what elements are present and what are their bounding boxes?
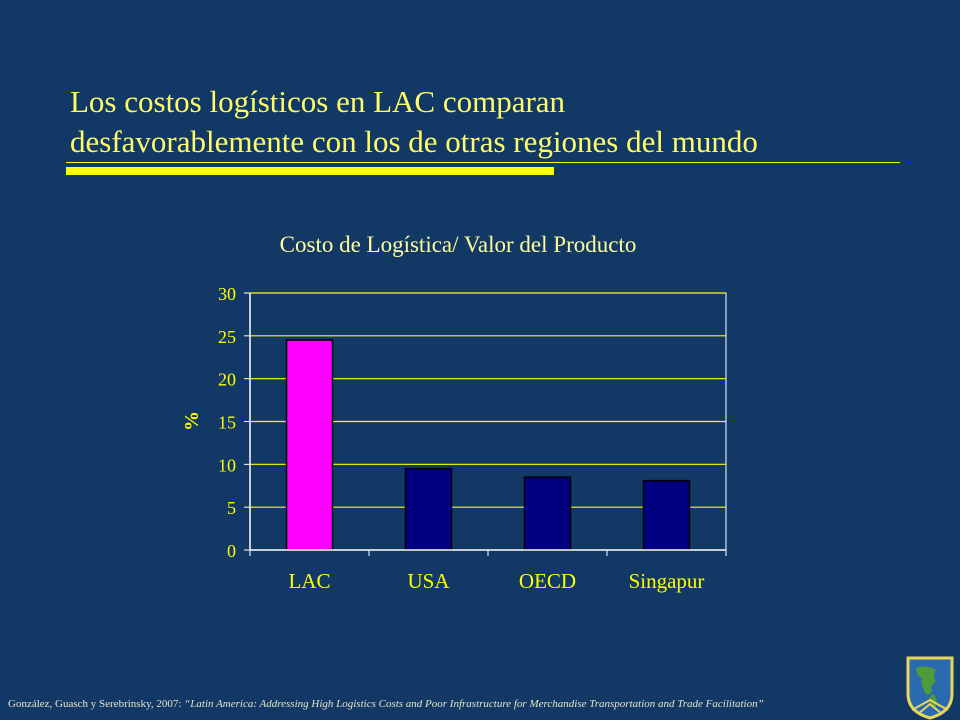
americas-globe-logo <box>906 656 954 720</box>
citation-authors: González, Guasch y Serebrinsky, 2007: <box>8 698 185 710</box>
bar-oecd <box>523 476 572 551</box>
y-tick-label: 10 <box>218 455 236 475</box>
slide-title-line-1: Los costos logísticos en LAC comparan <box>70 84 566 119</box>
title-underline-thick <box>66 167 554 175</box>
title-underline-thin <box>66 162 900 163</box>
y-tick-label: 0 <box>227 541 236 561</box>
bar-usa <box>404 467 453 551</box>
axes <box>244 292 727 556</box>
slide-title: Los costos logísticos en LAC comparan de… <box>70 82 930 162</box>
x-tick-label: OECD <box>519 569 576 593</box>
bars <box>285 339 691 551</box>
slide-title-line-2: desfavorablemente con los de otras regio… <box>70 124 758 159</box>
y-tick-label: 5 <box>227 498 236 518</box>
source-citation: González, Guasch y Serebrinsky, 2007: “L… <box>8 698 948 710</box>
x-tick-label: Singapur <box>629 569 705 593</box>
y-tick-label: 20 <box>218 370 236 390</box>
y-tick-label: 25 <box>218 327 236 347</box>
citation-work-title: “Latin America: Addressing High Logistic… <box>184 698 764 710</box>
y-tick-label: 30 <box>218 284 236 304</box>
bar-lac <box>285 339 334 551</box>
tick-labels: 0 5 10 15 20 25 30 LAC USA OECD Singapur <box>218 284 704 593</box>
y-axis-label: % <box>181 411 203 431</box>
bar-singapur <box>642 479 691 551</box>
x-tick-label: LAC <box>289 569 331 593</box>
y-tick-label: 15 <box>218 413 236 433</box>
chart-title: Costo de Logística/ Valor del Producto <box>280 232 637 257</box>
x-tick-label: USA <box>407 569 450 593</box>
